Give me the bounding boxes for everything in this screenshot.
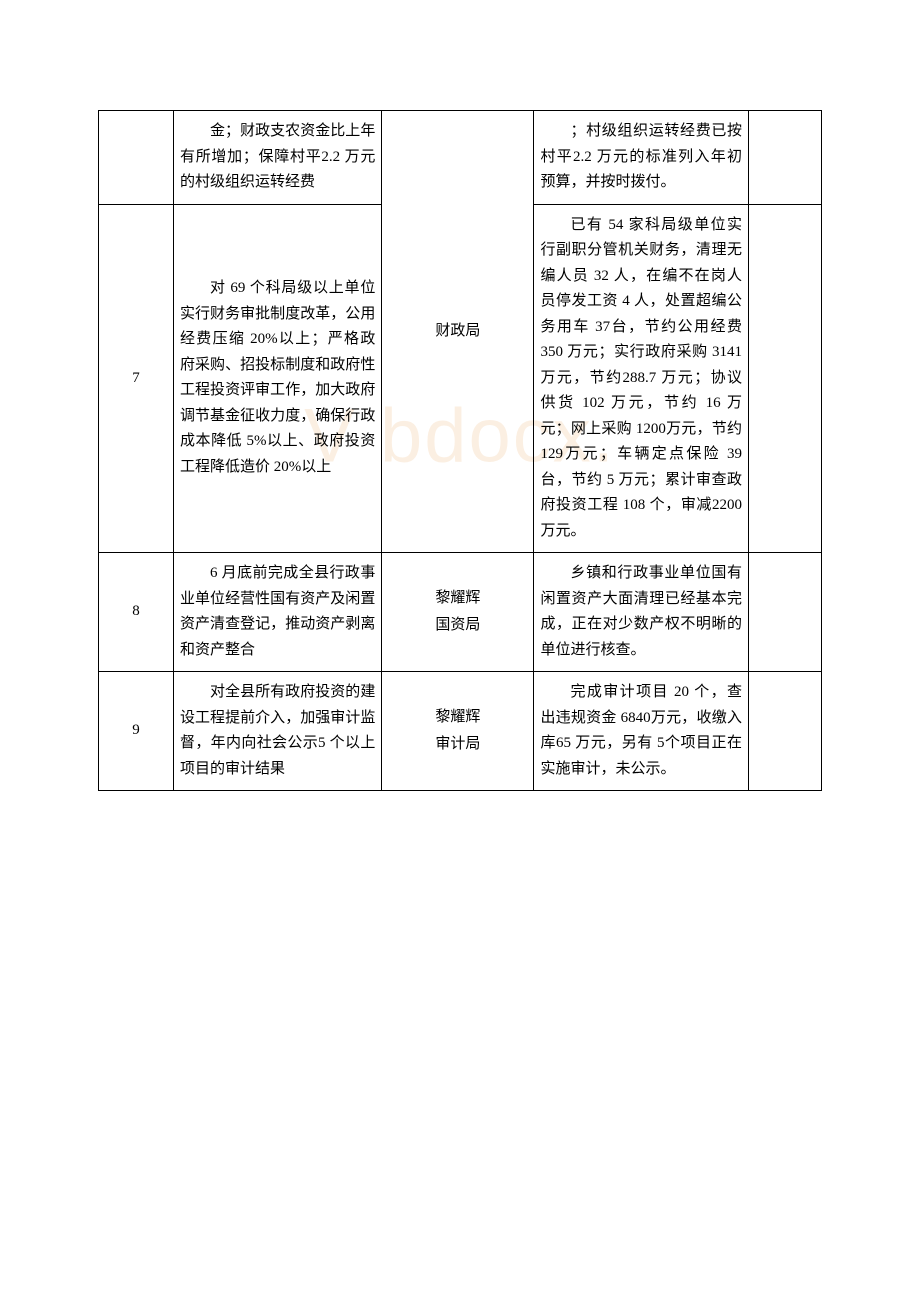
cell-extra: [749, 111, 822, 205]
table-row: 8 6 月底前完成全县行政事业单位经营性国有资产及闲置资产清查登记，推动资产剥离…: [99, 553, 822, 672]
cell-department: 黎耀辉 审计局: [382, 672, 534, 791]
cell-extra: [749, 672, 822, 791]
cell-number: 8: [99, 553, 174, 672]
cell-task: 6 月底前完成全县行政事业单位经营性国有资产及闲置资产清查登记，推动资产剥离和资…: [174, 553, 382, 672]
cell-task: 金；财政支农资金比上年有所增加；保障村平2.2 万元的村级组织运转经费: [174, 111, 382, 205]
accountability-table: 金；财政支农资金比上年有所增加；保障村平2.2 万元的村级组织运转经费 财政局 …: [98, 110, 822, 791]
cell-number: 7: [99, 204, 174, 553]
cell-progress: 已有 54 家科局级单位实行副职分管机关财务，清理无编人员 32 人，在编不在岗…: [534, 204, 749, 553]
cell-extra: [749, 204, 822, 553]
cell-progress: 乡镇和行政事业单位国有闲置资产大面清理已经基本完成，正在对少数产权不明晰的单位进…: [534, 553, 749, 672]
cell-number: 9: [99, 672, 174, 791]
cell-extra: [749, 553, 822, 672]
table-row: 金；财政支农资金比上年有所增加；保障村平2.2 万元的村级组织运转经费 财政局 …: [99, 111, 822, 205]
cell-task: 对全县所有政府投资的建设工程提前介入，加强审计监督，年内向社会公示5 个以上项目…: [174, 672, 382, 791]
cell-department: 财政局: [382, 111, 534, 553]
cell-task: 对 69 个科局级以上单位实行财务审批制度改革，公用经费压缩 20%以上；严格政…: [174, 204, 382, 553]
cell-progress: ；村级组织运转经费已按村平2.2 万元的标准列入年初预算，并按时拨付。: [534, 111, 749, 205]
cell-progress: 完成审计项目 20 个，查出违规资金 6840万元，收缴入库65 万元，另有 5…: [534, 672, 749, 791]
table-row: 9 对全县所有政府投资的建设工程提前介入，加强审计监督，年内向社会公示5 个以上…: [99, 672, 822, 791]
cell-number: [99, 111, 174, 205]
cell-department: 黎耀辉 国资局: [382, 553, 534, 672]
